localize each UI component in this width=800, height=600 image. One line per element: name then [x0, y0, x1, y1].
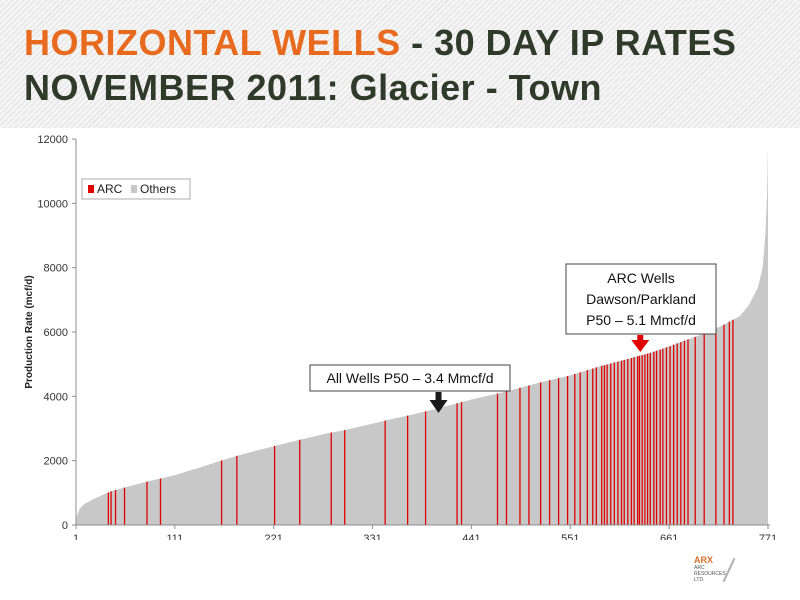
x-tick-label: 441 — [462, 533, 480, 540]
annotation-text-arc-wells: P50 – 5.1 Mmcf/d — [586, 312, 696, 328]
x-tick-label: 551 — [561, 533, 579, 540]
title-accent: HORIZONTAL WELLS — [24, 22, 401, 63]
y-tick-label: 6000 — [44, 327, 68, 339]
x-tick-label: 221 — [265, 533, 283, 540]
y-tick-label: 2000 — [44, 456, 68, 468]
x-tick-label: 661 — [660, 533, 678, 540]
y-tick-label: 4000 — [44, 391, 68, 403]
x-tick-label: 111 — [166, 533, 183, 540]
annotation-box-all-wells — [309, 364, 511, 392]
legend-label-arc: ARC — [97, 182, 123, 196]
title-line-2: NOVEMBER 2011: Glacier - Town — [24, 67, 602, 108]
y-tick-label: 10000 — [37, 198, 68, 210]
logo-sub-line: ARC — [694, 565, 705, 571]
y-tick-label: 12000 — [37, 134, 68, 146]
logo-name: ARX — [694, 555, 714, 565]
y-tick-label: 0 — [62, 520, 68, 532]
legend-swatch-arc — [88, 185, 94, 193]
arrow-all-wells — [429, 392, 448, 413]
logo-sub-line: LTD. — [694, 577, 705, 583]
annotation-box-arc-wells — [565, 263, 717, 335]
logo-sub: ARC RESOURCES LTD. — [694, 565, 726, 583]
x-tick-label: 771 — [759, 533, 777, 540]
title-line-1: HORIZONTAL WELLS - 30 DAY IP RATES — [24, 22, 736, 64]
annotation-text-all-wells: All Wells P50 – 3.4 Mmcf/d — [326, 370, 493, 386]
annotation-text-arc-wells: Dawson/Parkland — [586, 291, 696, 307]
annotation-text-arc-wells: ARC Wells — [607, 270, 674, 286]
x-tick-label: 1 — [73, 533, 79, 540]
arc-resources-logo: ARX ARC RESOURCES LTD. — [694, 555, 754, 585]
x-tick-label: 331 — [363, 533, 381, 540]
others-bars-area — [76, 145, 768, 525]
arrow-arc-wells — [631, 335, 650, 352]
legend-swatch-others — [131, 185, 137, 193]
logo-sub-line: RESOURCES — [694, 571, 726, 577]
y-axis-label: Production Rate (mcf/d) — [24, 275, 35, 388]
header-banner: HORIZONTAL WELLS - 30 DAY IP RATES NOVEM… — [0, 0, 800, 128]
title-rest: - 30 DAY IP RATES — [400, 22, 737, 63]
legend-label-others: Others — [140, 182, 176, 196]
y-tick-label: 8000 — [44, 263, 68, 275]
